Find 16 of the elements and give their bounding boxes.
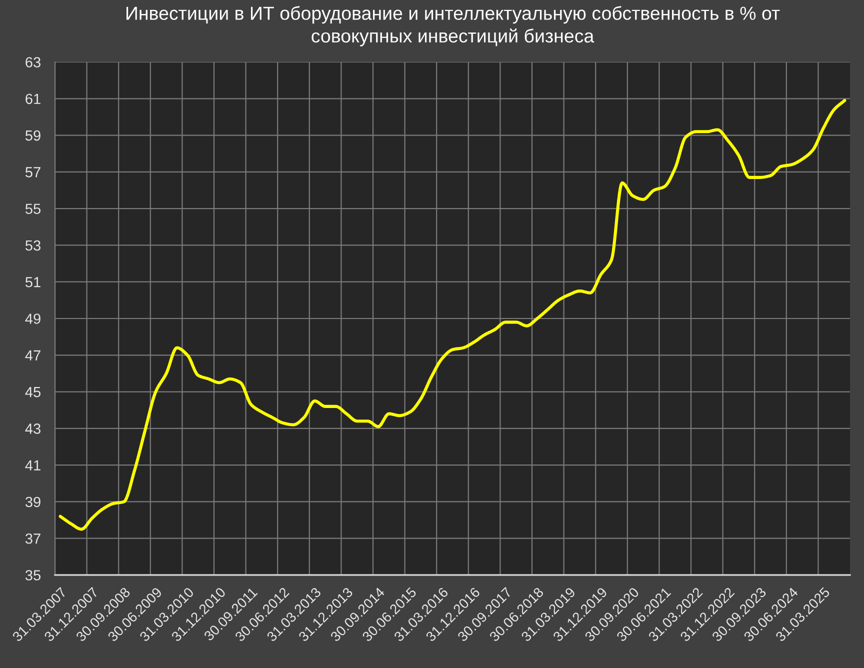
y-tick-label: 51 <box>25 277 40 288</box>
y-tick-label: 45 <box>25 387 40 398</box>
y-tick-label: 43 <box>25 424 40 434</box>
y-tick-label: 53 <box>25 240 40 251</box>
y-tick-label: 37 <box>25 533 40 544</box>
y-tick-label: 49 <box>25 314 40 324</box>
y-tick-label: 35 <box>25 570 40 580</box>
y-tick-label: 61 <box>26 94 40 104</box>
y-tick-label: 57 <box>25 167 40 178</box>
y-tick-label: 39 <box>25 496 40 508</box>
y-tick-label: 59 <box>25 130 40 141</box>
y-tick-label: 47 <box>25 350 40 360</box>
y-tick-label: 55 <box>25 204 40 214</box>
y-tick-label: 63 <box>26 57 40 68</box>
chart-title: Инвестиции в ИТ оборудование и интеллектуальную собственность в % от совокупных инвестиций бизнеса <box>126 6 780 46</box>
y-tick-label: 41 <box>25 460 40 470</box>
